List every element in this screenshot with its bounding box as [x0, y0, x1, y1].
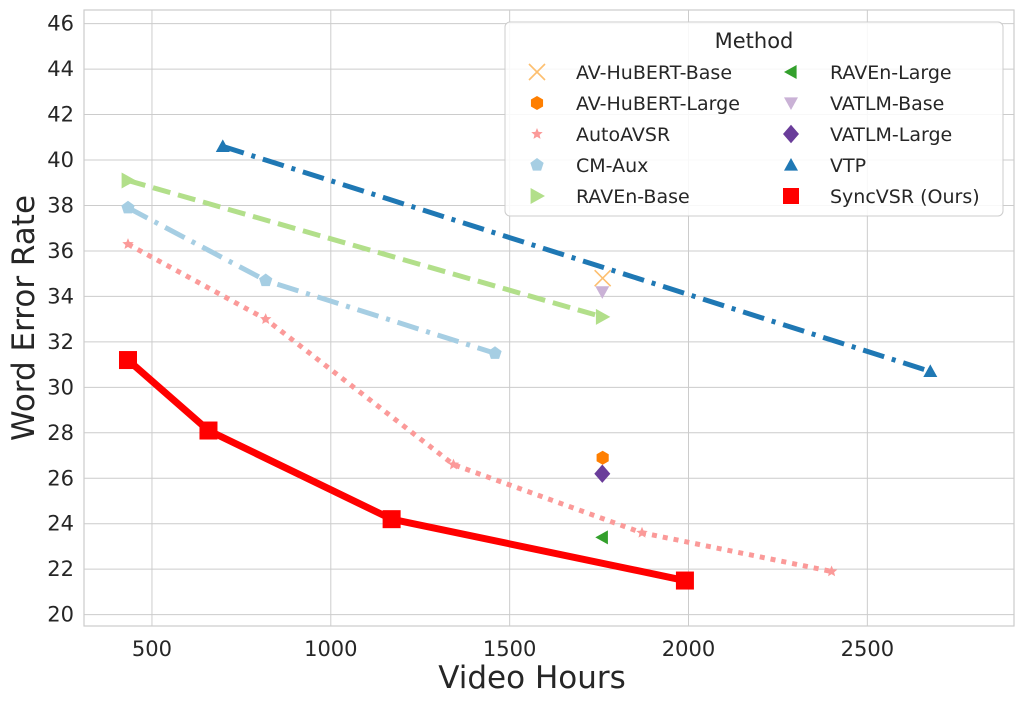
legend-item-syncvsr-ours: SyncVSR (Ours) — [783, 186, 980, 208]
data-point — [121, 200, 135, 214]
legend-item-vtp: VTP — [784, 155, 866, 177]
legend-label: AV-HuBERT-Large — [576, 93, 740, 115]
legend-marker-triangle-down — [784, 97, 798, 110]
y-tick-label: 34 — [47, 284, 74, 308]
data-point — [382, 510, 401, 529]
legend-item-raven-base: RAVEn-Base — [530, 186, 690, 208]
series-layer — [118, 139, 938, 590]
legend-label: SyncVSR (Ours) — [830, 186, 980, 208]
y-tick-label: 42 — [47, 103, 74, 127]
legend-marker-pentagon — [530, 158, 544, 171]
x-tick-label: 2500 — [841, 637, 894, 661]
y-tick-label: 20 — [47, 603, 74, 627]
legend-marker-hexagon — [530, 96, 544, 110]
series-syncvsr-ours — [118, 351, 694, 590]
data-point — [923, 364, 938, 378]
series-line — [222, 143, 932, 374]
series-autoavsr — [122, 238, 838, 577]
data-point — [121, 172, 136, 189]
data-point — [596, 450, 609, 465]
axes: Video Hours Word Error Rate 500 1000 1500 2… — [6, 9, 1015, 696]
y-tick-label: 44 — [47, 57, 74, 81]
legend-label: CM-Aux — [576, 155, 648, 177]
data-point — [259, 273, 273, 287]
series-av-hubert-large — [596, 450, 609, 465]
data-point — [595, 308, 611, 325]
legend-item-raven-large: RAVEn-Large — [784, 62, 952, 84]
legend-marker-star — [531, 128, 543, 139]
legend-marker-triangle-up — [784, 158, 798, 171]
series-raven-base — [121, 172, 611, 325]
x-tick-label: 1500 — [483, 637, 536, 661]
legend-item-av-hubert-large: AV-HuBERT-Large — [530, 93, 740, 115]
legend-label: VATLM-Large — [830, 124, 952, 146]
series-vatlm-base — [595, 286, 610, 299]
series-cm-aux — [121, 200, 502, 359]
y-tick-label: 28 — [47, 421, 74, 445]
data-point — [825, 565, 838, 577]
data-point — [118, 351, 137, 370]
legend: Method AV-HuBERT-Base AV-HuBERT-Large Auto… — [504, 21, 1004, 217]
series-line — [126, 205, 496, 356]
data-point — [199, 421, 218, 440]
legend-item-cm-aux: CM-Aux — [530, 155, 648, 177]
y-tick-label: 46 — [47, 12, 74, 36]
data-point — [215, 139, 230, 152]
legend-item-vatlm-base: VATLM-Base — [784, 93, 944, 115]
legend-label: RAVEn-Base — [576, 186, 690, 208]
y-tick-label: 26 — [47, 466, 74, 490]
x-tick-label: 500 — [132, 637, 172, 661]
y-tick-label: 40 — [47, 148, 74, 172]
data-point — [488, 346, 502, 359]
legend-title: Method — [715, 29, 794, 53]
series-av-hubert-base — [594, 269, 612, 287]
legend-label: AV-HuBERT-Base — [576, 62, 732, 84]
legend-marker-square — [783, 188, 799, 204]
data-point — [595, 530, 608, 545]
x-tick-label: 1000 — [304, 637, 357, 661]
legend-marker-x — [528, 63, 546, 81]
y-tick-label: 32 — [47, 330, 74, 354]
y-tick-label: 38 — [47, 193, 74, 217]
legend-label: VATLM-Base — [830, 93, 944, 115]
legend-item-autoavsr: AutoAVSR — [531, 124, 670, 146]
data-point — [636, 526, 648, 538]
x-axis-title: Video Hours — [438, 660, 626, 696]
y-tick-label: 36 — [47, 239, 74, 263]
x-tick-label: 2000 — [662, 637, 715, 661]
series-raven-large — [595, 530, 608, 545]
data-point — [594, 269, 612, 287]
y-tick-label: 24 — [47, 512, 74, 536]
legend-marker-triangle-right — [530, 188, 545, 204]
data-point — [675, 571, 694, 590]
data-point — [260, 313, 272, 324]
y-tick-label: 22 — [47, 557, 74, 581]
legend-label: VTP — [830, 155, 866, 177]
legend-marker-diamond — [783, 124, 799, 144]
data-point — [595, 286, 610, 299]
legend-label: AutoAVSR — [576, 124, 670, 146]
plot-frame — [83, 9, 1015, 627]
series-line — [127, 178, 603, 320]
data-point — [594, 464, 611, 483]
series-line — [124, 356, 689, 585]
data-point — [447, 458, 460, 470]
legend-item-vatlm-large: VATLM-Large — [783, 124, 952, 146]
y-tick-label: 30 — [47, 375, 74, 399]
y-axis-title: Word Error Rate — [6, 195, 42, 441]
data-point — [122, 238, 134, 249]
series-vtp — [215, 139, 938, 378]
legend-label: RAVEn-Large — [830, 62, 952, 84]
legend-box — [504, 21, 1004, 217]
legend-item-av-hubert-base: AV-HuBERT-Base — [528, 62, 732, 84]
legend-marker-triangle-left — [784, 65, 797, 79]
series-vatlm-large — [594, 464, 611, 483]
